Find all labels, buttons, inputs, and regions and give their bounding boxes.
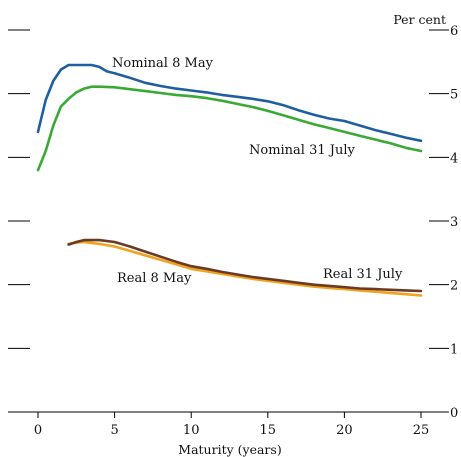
y-tick-label-6: 6 bbox=[450, 24, 458, 39]
y-axis-unit-label: Per cent bbox=[393, 12, 446, 27]
series-labels: Nominal 8 May Nominal 31 July Real 8 May Re… bbox=[112, 56, 403, 286]
x-tick-label-10: 10 bbox=[183, 423, 200, 438]
x-tick-label-25: 25 bbox=[413, 423, 430, 438]
y-axis-ticks: 0 1 2 3 4 5 6 bbox=[8, 24, 458, 421]
series-line-real-8-may bbox=[67, 240, 423, 297]
y-tick-label-4: 4 bbox=[450, 151, 458, 166]
y-tick-label-2: 2 bbox=[450, 279, 458, 294]
y-tick-label-1: 1 bbox=[450, 342, 458, 357]
x-axis-ticks: 0 5 10 15 20 25 bbox=[30, 411, 430, 438]
series-lines bbox=[36, 63, 423, 297]
series-label-nominal-31-july: Nominal 31 July bbox=[249, 143, 356, 158]
y-tick-label-5: 5 bbox=[450, 88, 458, 103]
series-label-nominal-8-may: Nominal 8 May bbox=[112, 56, 214, 71]
series-label-real-31-july: Real 31 July bbox=[323, 267, 403, 282]
x-tick-label-5: 5 bbox=[110, 423, 118, 438]
series-line-nominal-31-july bbox=[36, 85, 423, 172]
series-line-real-31-july bbox=[67, 238, 423, 293]
x-tick-label-0: 0 bbox=[34, 423, 42, 438]
x-axis-title: Maturity (years) bbox=[178, 442, 281, 457]
y-tick-label-3: 3 bbox=[450, 215, 458, 230]
series-line-nominal-8-may bbox=[36, 63, 423, 143]
x-tick-label-15: 15 bbox=[260, 423, 277, 438]
y-tick-label-0: 0 bbox=[450, 406, 458, 421]
x-tick-label-20: 20 bbox=[336, 423, 353, 438]
series-label-real-8-may: Real 8 May bbox=[117, 271, 192, 286]
